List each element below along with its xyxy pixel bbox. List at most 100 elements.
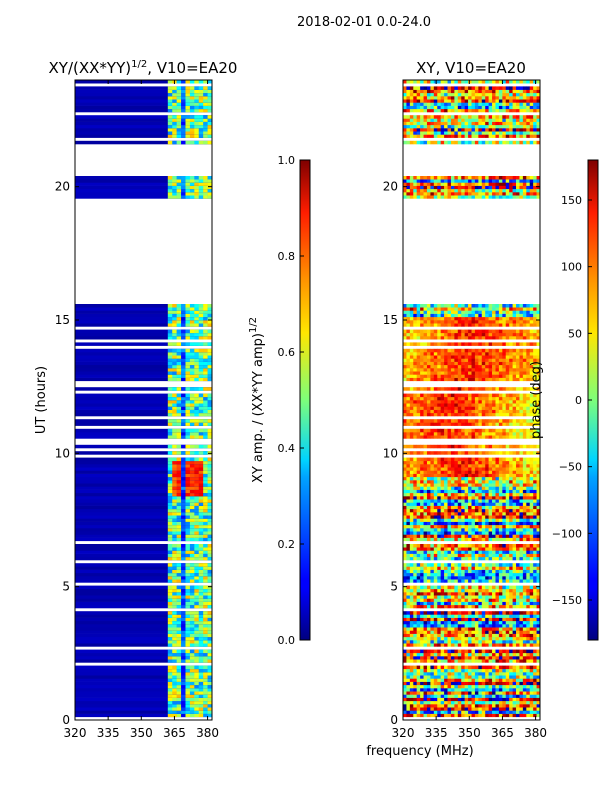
amplitude-cell: [189, 432, 195, 436]
amplitude-cell: [207, 102, 212, 106]
phase-cell: [468, 636, 472, 641]
phase-cell: [522, 668, 527, 673]
amplitude-cell: [189, 140, 195, 145]
phase-cell: [416, 601, 421, 606]
phase-cell: [433, 464, 438, 468]
amplitude-cell: [167, 105, 173, 110]
phase-cell: [420, 675, 424, 679]
phase-cell: [406, 419, 411, 423]
phase-cell: [505, 649, 510, 654]
amplitude-cell: [189, 633, 195, 638]
amplitude-cell: [198, 572, 204, 577]
phase-cell: [474, 585, 479, 590]
phase-cell: [437, 672, 441, 676]
phase-cell: [409, 713, 414, 718]
amplitude-cell: [176, 524, 182, 529]
phase-cell: [526, 508, 531, 513]
phase-cell: [474, 684, 479, 689]
phase-cell: [492, 681, 496, 686]
phase-cell: [426, 611, 431, 615]
phase-cell: [423, 707, 428, 711]
amplitude-row: [75, 595, 212, 599]
phase-cell: [495, 544, 500, 548]
amplitude-cell: [189, 393, 195, 398]
phase-cell: [526, 464, 531, 468]
phase-cell: [495, 624, 500, 628]
amplitude-cell: [198, 544, 204, 548]
phase-cell: [461, 710, 465, 714]
amplitude-row: [75, 544, 212, 548]
amplitude-cell: [167, 131, 173, 135]
colorbar-tick-label: 0.4: [278, 442, 296, 455]
phase-cell: [426, 419, 431, 423]
phase-cell: [485, 672, 489, 676]
phase-cell: [509, 502, 513, 506]
amplitude-cell: [185, 678, 191, 682]
phase-cell: [413, 572, 417, 577]
phase-cell: [512, 595, 517, 599]
phase-cell: [461, 598, 465, 602]
phase-cell: [440, 656, 445, 660]
amplitude-cell: [172, 489, 177, 494]
phase-cell: [468, 649, 472, 654]
phase-cell: [529, 566, 534, 570]
phase-cell: [522, 524, 527, 529]
amplitude-cell: [207, 105, 212, 110]
phase-cell: [416, 563, 421, 567]
phase-cell: [533, 672, 537, 676]
amplitude-cell: [185, 329, 191, 334]
phase-cell: [409, 483, 414, 487]
phase-cell: [502, 627, 507, 631]
phase-cell: [498, 409, 503, 414]
phase-cell: [447, 627, 452, 631]
phase-cell: [413, 496, 417, 500]
phase-cell: [485, 521, 489, 526]
amplitude-cell: [189, 604, 195, 609]
phase-cell: [461, 601, 465, 606]
phase-cell: [516, 633, 520, 638]
phase-cell: [471, 640, 476, 644]
phase-cell: [454, 499, 459, 503]
amplitude-cell: [176, 355, 182, 359]
phase-cell: [464, 432, 469, 436]
amplitude-cell: [185, 332, 191, 337]
phase-cell: [533, 534, 537, 538]
amplitude-cell: [207, 640, 212, 644]
phase-cell: [430, 601, 435, 606]
amplitude-cell: [207, 652, 212, 657]
amplitude-row: [75, 473, 212, 478]
amplitude-row: [75, 547, 212, 551]
phase-cell: [529, 512, 534, 516]
phase-cell: [457, 496, 462, 500]
phase-cell: [433, 572, 438, 577]
amplitude-cell: [194, 134, 200, 138]
phase-cell: [403, 518, 407, 522]
phase-cell: [485, 502, 489, 506]
phase-cell: [516, 467, 520, 471]
phase-cell: [502, 422, 507, 426]
amplitude-cell: [176, 476, 182, 481]
phase-cell: [416, 700, 421, 705]
phase-cell: [529, 668, 534, 673]
phase-cell: [481, 550, 486, 554]
phase-cell: [485, 688, 489, 692]
amplitude-cell: [185, 400, 191, 404]
phase-cell: [505, 707, 510, 711]
phase-cell: [474, 476, 479, 481]
amplitude-cell: [181, 489, 186, 494]
amplitude-cell: [189, 492, 195, 497]
phase-cell: [409, 400, 414, 404]
amplitude-cell: [176, 483, 182, 487]
phase-cell: [498, 473, 503, 478]
phase-cell: [522, 681, 527, 686]
phase-cell: [536, 444, 540, 449]
phase-cell: [516, 505, 520, 510]
phase-cell: [406, 598, 411, 602]
amplitude-cell: [203, 505, 208, 510]
phase-cell: [413, 403, 417, 407]
phase-cell: [533, 700, 537, 705]
amplitude-cell: [185, 188, 191, 193]
phase-cell: [485, 668, 489, 673]
phase-cell: [505, 553, 510, 558]
phase-cell: [478, 592, 483, 596]
